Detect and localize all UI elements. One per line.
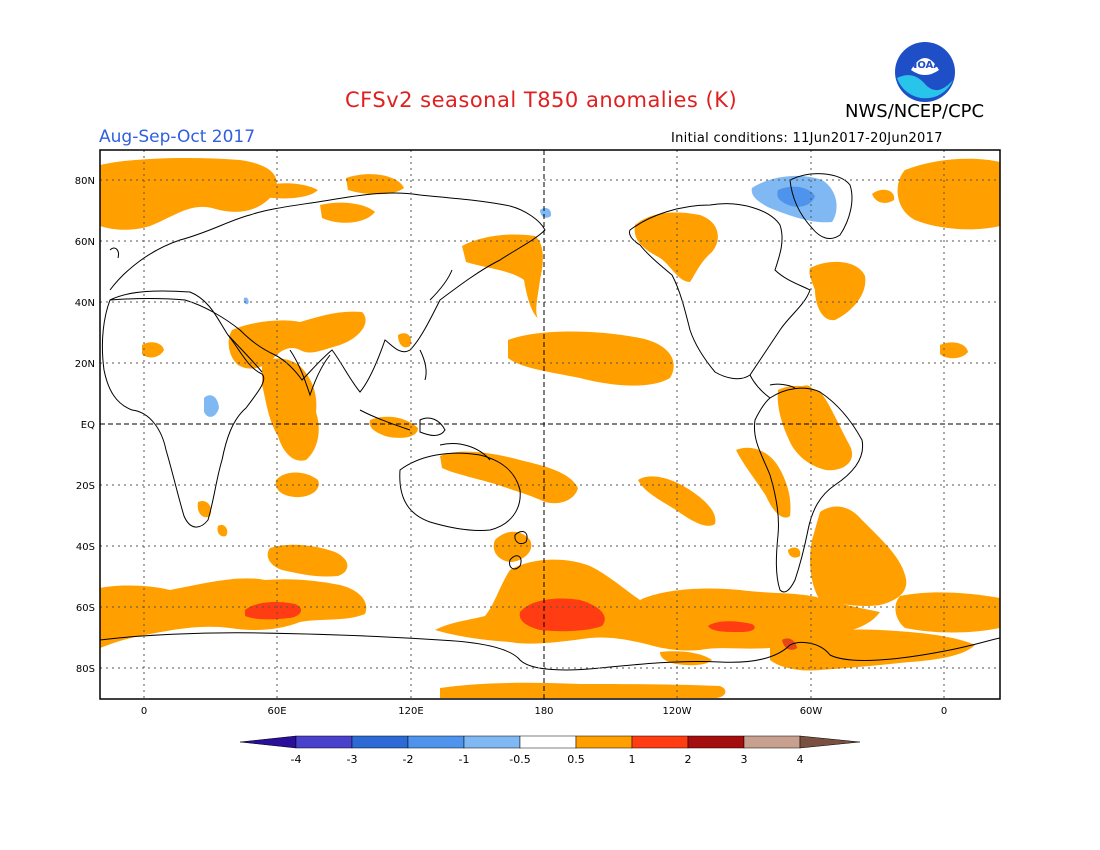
colorbar-segment bbox=[799, 735, 861, 749]
map-frame bbox=[99, 149, 1001, 700]
lat-label: 60N bbox=[75, 237, 95, 248]
colorbar-segment bbox=[295, 735, 353, 749]
lat-label: EQ bbox=[81, 420, 95, 431]
anomaly-region bbox=[872, 189, 895, 203]
anomaly-region bbox=[897, 158, 1000, 230]
anomaly-region bbox=[770, 629, 975, 671]
colorbar-label: 3 bbox=[741, 753, 748, 766]
lon-label: 60W bbox=[800, 706, 823, 717]
colorbar-label: 1 bbox=[629, 753, 636, 766]
lat-label: 40N bbox=[75, 298, 95, 309]
anomaly-region bbox=[736, 447, 791, 518]
anomaly-region bbox=[197, 500, 212, 518]
logo-text: NOAA bbox=[909, 60, 941, 71]
grid-lines bbox=[100, 150, 1000, 699]
colorbar-segment bbox=[351, 735, 409, 749]
anomaly-region bbox=[204, 395, 219, 417]
anomaly-region bbox=[142, 342, 164, 358]
colorbar-segment bbox=[519, 735, 577, 749]
lon-label: 120W bbox=[663, 706, 692, 717]
anomaly-shading bbox=[100, 157, 1000, 698]
coastlines bbox=[100, 173, 1000, 671]
anomaly-region bbox=[940, 342, 968, 359]
anomaly-region bbox=[245, 602, 302, 620]
colorbar-segment bbox=[407, 735, 465, 749]
anomaly-region bbox=[258, 183, 318, 199]
lat-label: 80S bbox=[76, 664, 95, 675]
lat-label: 80N bbox=[75, 176, 95, 187]
colorbar-segment bbox=[631, 735, 689, 749]
anomaly-region bbox=[660, 651, 712, 666]
anomaly-region bbox=[346, 174, 404, 195]
anomaly-region bbox=[777, 385, 853, 471]
colorbar-segment bbox=[463, 735, 521, 749]
anomaly-region bbox=[262, 358, 319, 461]
anomaly-region bbox=[493, 531, 532, 562]
lat-label: 20S bbox=[76, 481, 95, 492]
longitude-labels: 0 60E 120E 180 120W 60W 0 bbox=[141, 706, 947, 717]
anomaly-region bbox=[638, 476, 716, 526]
anomaly-region bbox=[519, 598, 605, 632]
anomaly-region bbox=[440, 451, 578, 504]
lat-label: 20N bbox=[75, 359, 95, 370]
colorbar-segment bbox=[687, 735, 745, 749]
anomaly-region bbox=[228, 311, 366, 369]
lat-label: 40S bbox=[76, 542, 95, 553]
anomaly-region bbox=[810, 506, 907, 607]
colorbar-label: -1 bbox=[459, 753, 470, 766]
anomaly-region bbox=[708, 621, 755, 632]
anomaly-region bbox=[634, 212, 718, 282]
anomaly-region bbox=[777, 186, 815, 207]
colorbar-label: 0.5 bbox=[567, 753, 585, 766]
colorbar-label: -3 bbox=[347, 753, 358, 766]
lon-label: 120E bbox=[398, 706, 423, 717]
anomaly-region bbox=[462, 234, 543, 318]
map-title: CFSv2 seasonal T850 anomalies (K) bbox=[345, 88, 738, 112]
colorbar-label: 2 bbox=[685, 753, 692, 766]
anomaly-region bbox=[320, 202, 375, 223]
colorbar-label: 4 bbox=[797, 753, 804, 766]
anomaly-region bbox=[275, 472, 319, 498]
anomaly-region bbox=[398, 333, 412, 348]
latitude-labels: 80N 60N 40N 20N EQ 20S 40S 60S 80S bbox=[75, 176, 95, 675]
colorbar-segment bbox=[575, 735, 633, 749]
lon-label: 180 bbox=[534, 706, 553, 717]
agency-label: NWS/NCEP/CPC bbox=[845, 101, 985, 122]
anomaly-region bbox=[100, 578, 367, 648]
anomaly-region bbox=[782, 638, 797, 650]
anomaly-region bbox=[440, 682, 726, 698]
season-label: Aug-Sep-Oct 2017 bbox=[99, 127, 256, 147]
anomaly-region bbox=[508, 331, 674, 386]
lon-label: 60E bbox=[267, 706, 286, 717]
anomaly-region bbox=[895, 592, 1000, 633]
colorbar-label: -2 bbox=[403, 753, 414, 766]
anomaly-region bbox=[100, 157, 277, 230]
anomaly-region bbox=[267, 544, 348, 577]
anomaly-region bbox=[217, 524, 228, 537]
lat-label: 60S bbox=[76, 603, 95, 614]
color-bar: -4 -3 -2 -1 -0.5 0.5 1 2 3 4 bbox=[239, 735, 861, 766]
lon-label: 0 bbox=[141, 706, 147, 717]
anomaly-region bbox=[243, 297, 249, 305]
colorbar-segment bbox=[743, 735, 801, 749]
anomaly-region bbox=[540, 208, 552, 218]
anomaly-region bbox=[809, 261, 866, 321]
anomaly-region bbox=[788, 547, 801, 558]
noaa-logo: NOAA bbox=[895, 42, 955, 102]
anomaly-region bbox=[369, 416, 418, 438]
lon-label: 0 bbox=[941, 706, 947, 717]
initial-conditions-label: Initial conditions: 11Jun2017-20Jun2017 bbox=[671, 131, 943, 146]
colorbar-label: -0.5 bbox=[509, 753, 530, 766]
colorbar-label: -4 bbox=[291, 753, 302, 766]
colorbar-segment bbox=[239, 735, 297, 749]
equator-and-dateline bbox=[100, 150, 1000, 699]
